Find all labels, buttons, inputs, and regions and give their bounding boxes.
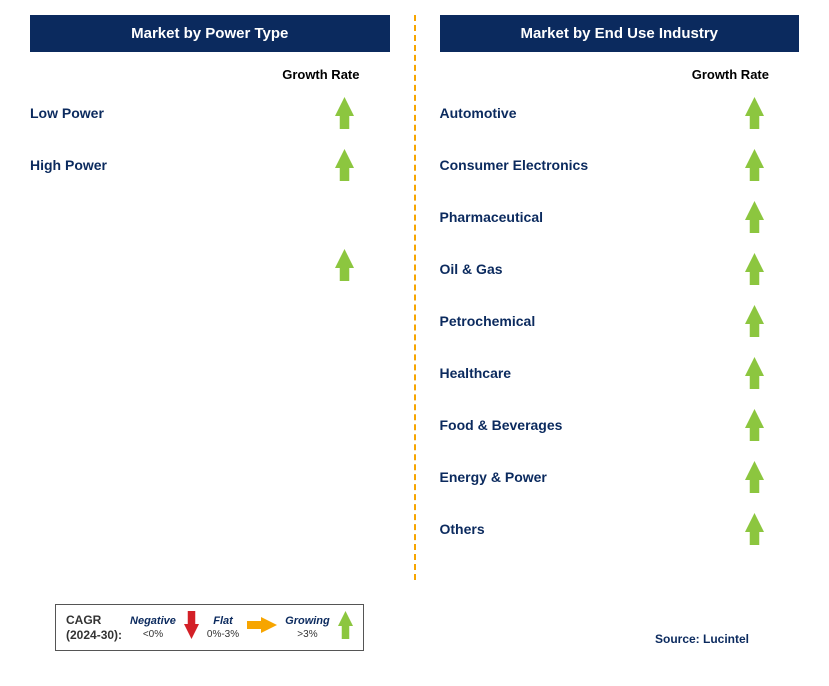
data-row: Energy & Power [440,461,800,493]
legend-flat-label: Flat [213,615,233,627]
legend-title-line1: CAGR [66,613,122,627]
left-growth-label: Growth Rate [30,67,390,82]
arrow-up-icon [300,97,390,129]
arrow-up-icon [709,305,799,337]
source-label: Source: Lucintel [655,632,749,646]
data-row: Low Power [30,97,390,129]
data-row: High Power [30,149,390,181]
legend-title-line2: (2024-30): [66,628,122,642]
left-items: Low Power High Power [30,97,390,281]
legend-negative: Negative <0% [130,615,176,640]
arrow-up-icon [709,201,799,233]
arrow-up-icon [709,97,799,129]
arrow-up-icon [338,611,353,644]
arrow-up-icon [709,461,799,493]
row-label: Low Power [30,105,104,121]
arrow-up-icon [709,253,799,285]
legend-flat-range: 0%-3% [207,629,239,640]
row-label: Automotive [440,105,517,121]
data-row [30,201,390,229]
row-label: Oil & Gas [440,261,503,277]
data-row: Others [440,513,800,545]
data-row: Petrochemical [440,305,800,337]
arrow-up-icon [300,149,390,181]
legend-negative-label: Negative [130,615,176,627]
row-label: Food & Beverages [440,417,563,433]
row-label: Consumer Electronics [440,157,589,173]
row-label: Energy & Power [440,469,547,485]
legend-growing: Growing >3% [285,615,330,640]
arrow-up-icon [709,409,799,441]
row-label: Healthcare [440,365,512,381]
legend-box: CAGR (2024-30): Negative <0% Flat 0%-3% … [55,604,364,651]
data-row: Food & Beverages [440,409,800,441]
right-items: Automotive Consumer Electronics Pharmace… [440,97,800,545]
right-header: Market by End Use Industry [440,15,800,52]
data-row: Automotive [440,97,800,129]
arrow-up-icon [709,149,799,181]
data-row: Healthcare [440,357,800,389]
arrow-down-icon [184,611,199,644]
legend-growing-range: >3% [297,629,317,640]
row-label: High Power [30,157,107,173]
legend-growing-label: Growing [285,615,330,627]
right-column: Market by End Use Industry Growth Rate A… [415,15,800,565]
data-row: Pharmaceutical [440,201,800,233]
row-label: Petrochemical [440,313,536,329]
left-column: Market by Power Type Growth Rate Low Pow… [30,15,415,565]
data-row: Consumer Electronics [440,149,800,181]
arrow-up-icon [709,513,799,545]
data-row: Oil & Gas [440,253,800,285]
arrow-right-icon [247,617,277,638]
arrow-up-icon [709,357,799,389]
legend-flat: Flat 0%-3% [207,615,239,640]
row-label: Pharmaceutical [440,209,544,225]
row-label: Others [440,521,485,537]
data-row [30,249,390,281]
left-header: Market by Power Type [30,15,390,52]
legend-title: CAGR (2024-30): [66,613,122,642]
legend-negative-range: <0% [143,629,163,640]
right-growth-label: Growth Rate [440,67,800,82]
arrow-up-icon [300,249,390,281]
main-container: Market by Power Type Growth Rate Low Pow… [30,15,799,565]
